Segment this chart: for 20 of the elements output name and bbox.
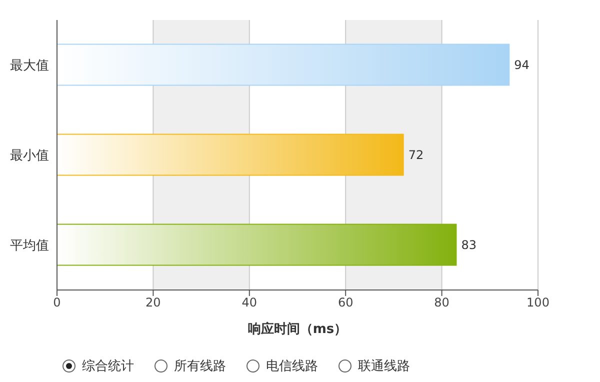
x-tick-label: 80	[434, 296, 450, 310]
y-tick-label: 最小值	[10, 148, 49, 164]
x-tick-label: 40	[242, 296, 258, 310]
bar	[57, 44, 510, 86]
bar	[57, 134, 404, 176]
x-tick-label: 100	[526, 296, 550, 310]
text: 综合统计	[82, 358, 134, 375]
y-tick-label: 平均值	[10, 238, 49, 254]
x-tick-label: 20	[146, 296, 161, 310]
data-label: 83	[461, 238, 477, 252]
x-tick-label: 0	[53, 296, 61, 310]
x-tick-label: 60	[338, 296, 354, 310]
data-label: 72	[408, 148, 424, 162]
text: 联通线路	[358, 358, 410, 375]
x-axis-title: 响应时间（ms）	[248, 321, 348, 337]
y-tick-label: 最大值	[10, 58, 49, 74]
text: 所有线路	[174, 358, 226, 375]
text: 电信线路	[266, 358, 318, 375]
data-label: 94	[514, 58, 530, 72]
bar	[57, 224, 457, 266]
